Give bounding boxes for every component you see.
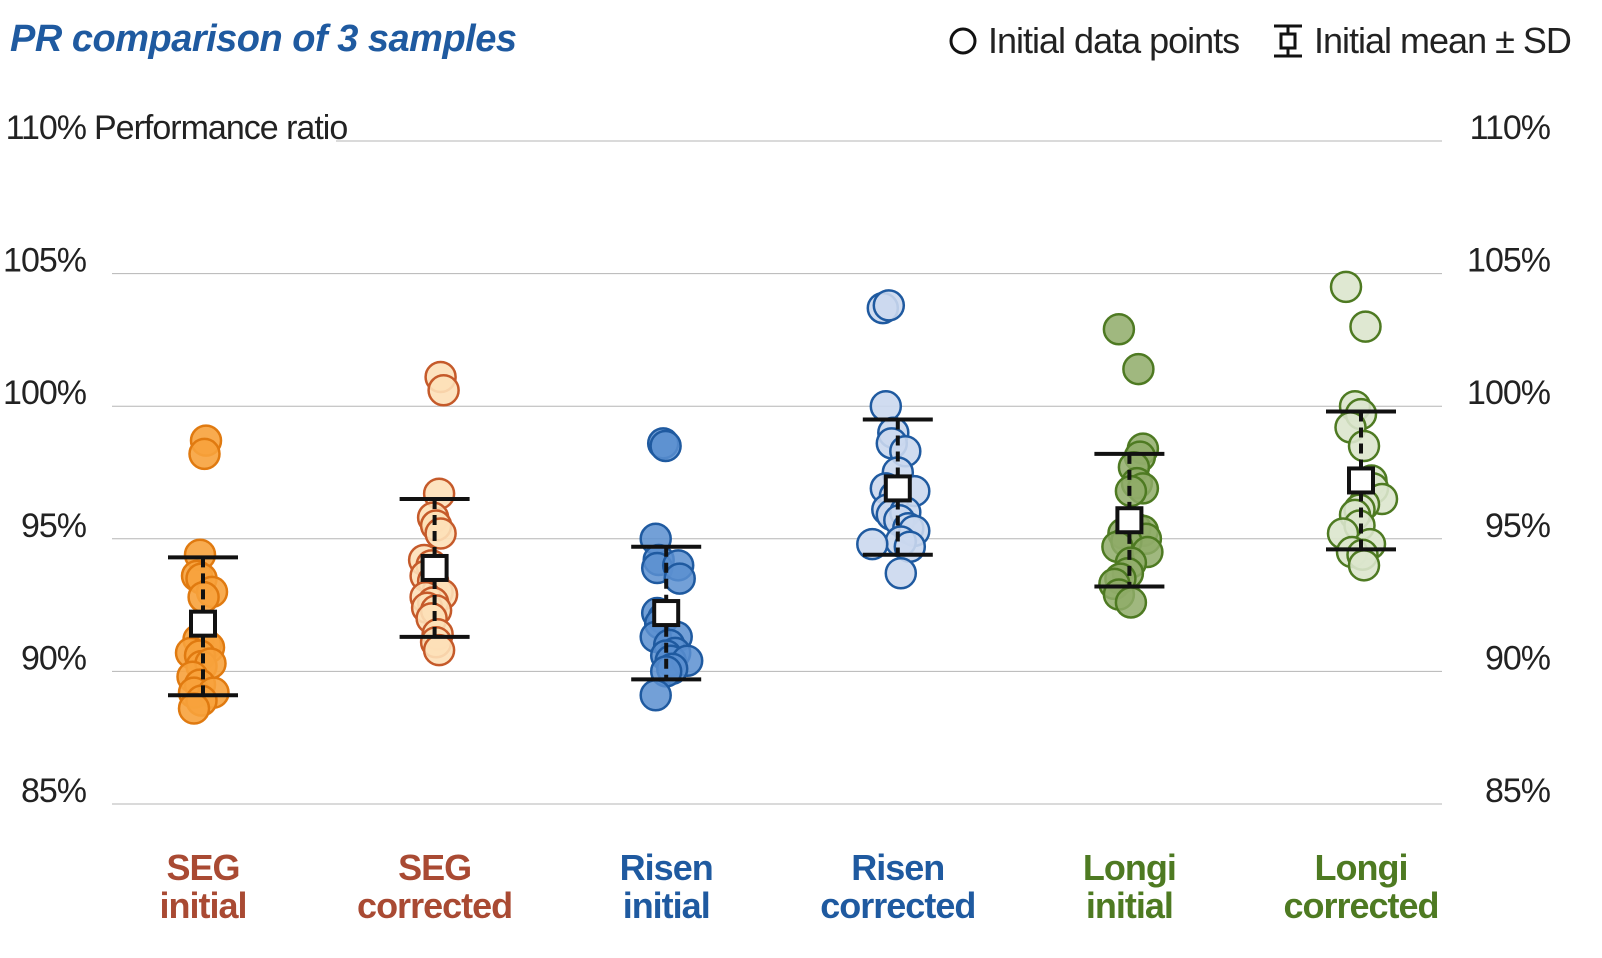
data-point: [1347, 429, 1381, 463]
data-point: [856, 527, 889, 561]
y-tick-label-right: 105%: [1467, 242, 1551, 280]
category-label-line2: initial: [1086, 885, 1173, 926]
mean-marker: [1115, 506, 1144, 535]
category-label-line1: Longi: [1315, 847, 1408, 888]
data-point: [1114, 586, 1148, 619]
data-point: [422, 633, 456, 667]
data-point: [1349, 310, 1382, 343]
y-tick-label-left: 90%: [21, 639, 87, 677]
y-tick-label-left: 85%: [21, 772, 87, 810]
mean-marker: [189, 609, 217, 638]
category-label-line2: corrected: [1283, 885, 1438, 926]
data-point: [872, 289, 906, 322]
y-tick-label-right: 90%: [1485, 639, 1551, 677]
category-label-line2: initial: [159, 885, 246, 926]
category-label-line1: Risen: [851, 847, 944, 888]
chart-title: PR comparison of 3 samples: [10, 18, 517, 60]
y-tick-label-right: 95%: [1485, 507, 1551, 545]
category-label-line1: Longi: [1083, 847, 1176, 888]
category-label-line1: SEG: [398, 847, 471, 888]
data-point: [424, 517, 457, 550]
mean-sd-icon: [1274, 24, 1302, 58]
data-point: [1347, 549, 1381, 582]
y-tick-label-right: 110%: [1470, 109, 1551, 147]
y-tick-label-right: 85%: [1485, 772, 1551, 810]
mean-marker: [420, 553, 449, 582]
category-label-line1: Risen: [620, 847, 713, 888]
open-circle-icon: [949, 27, 977, 55]
data-point: [177, 692, 211, 725]
legend-mean-label: Initial mean ± SD: [1314, 20, 1572, 61]
y-tick-label-left: 100%: [3, 374, 87, 412]
data-point: [649, 429, 682, 463]
data-point: [663, 562, 696, 595]
category-label-line1: SEG: [166, 847, 239, 888]
legend-mean-sd: Initial mean ± SD: [1272, 20, 1572, 62]
legend-data-points: Initial data points: [948, 20, 1240, 62]
data-point: [639, 679, 672, 712]
legend-points-label: Initial data points: [988, 20, 1240, 61]
mean-marker: [1347, 466, 1375, 495]
mean-marker: [652, 599, 681, 628]
data-point: [1102, 313, 1136, 346]
y-tick-label-left: 110%: [6, 109, 87, 147]
y-tick-label-right: 100%: [1467, 374, 1551, 412]
y-tick-label-left: 95%: [21, 507, 87, 545]
category-label-line2: initial: [623, 885, 710, 926]
data-point: [1122, 352, 1155, 386]
data-point: [884, 557, 918, 590]
mean-marker: [883, 474, 912, 503]
data-point: [427, 374, 460, 407]
category-label-line2: corrected: [357, 885, 512, 926]
category-label-line2: corrected: [820, 885, 975, 926]
data-point: [1329, 270, 1363, 304]
y-tick-label-left: 105%: [3, 242, 87, 280]
data-point: [869, 389, 903, 423]
y-axis-label: Performance ratio: [94, 109, 347, 147]
data-point: [188, 437, 221, 471]
